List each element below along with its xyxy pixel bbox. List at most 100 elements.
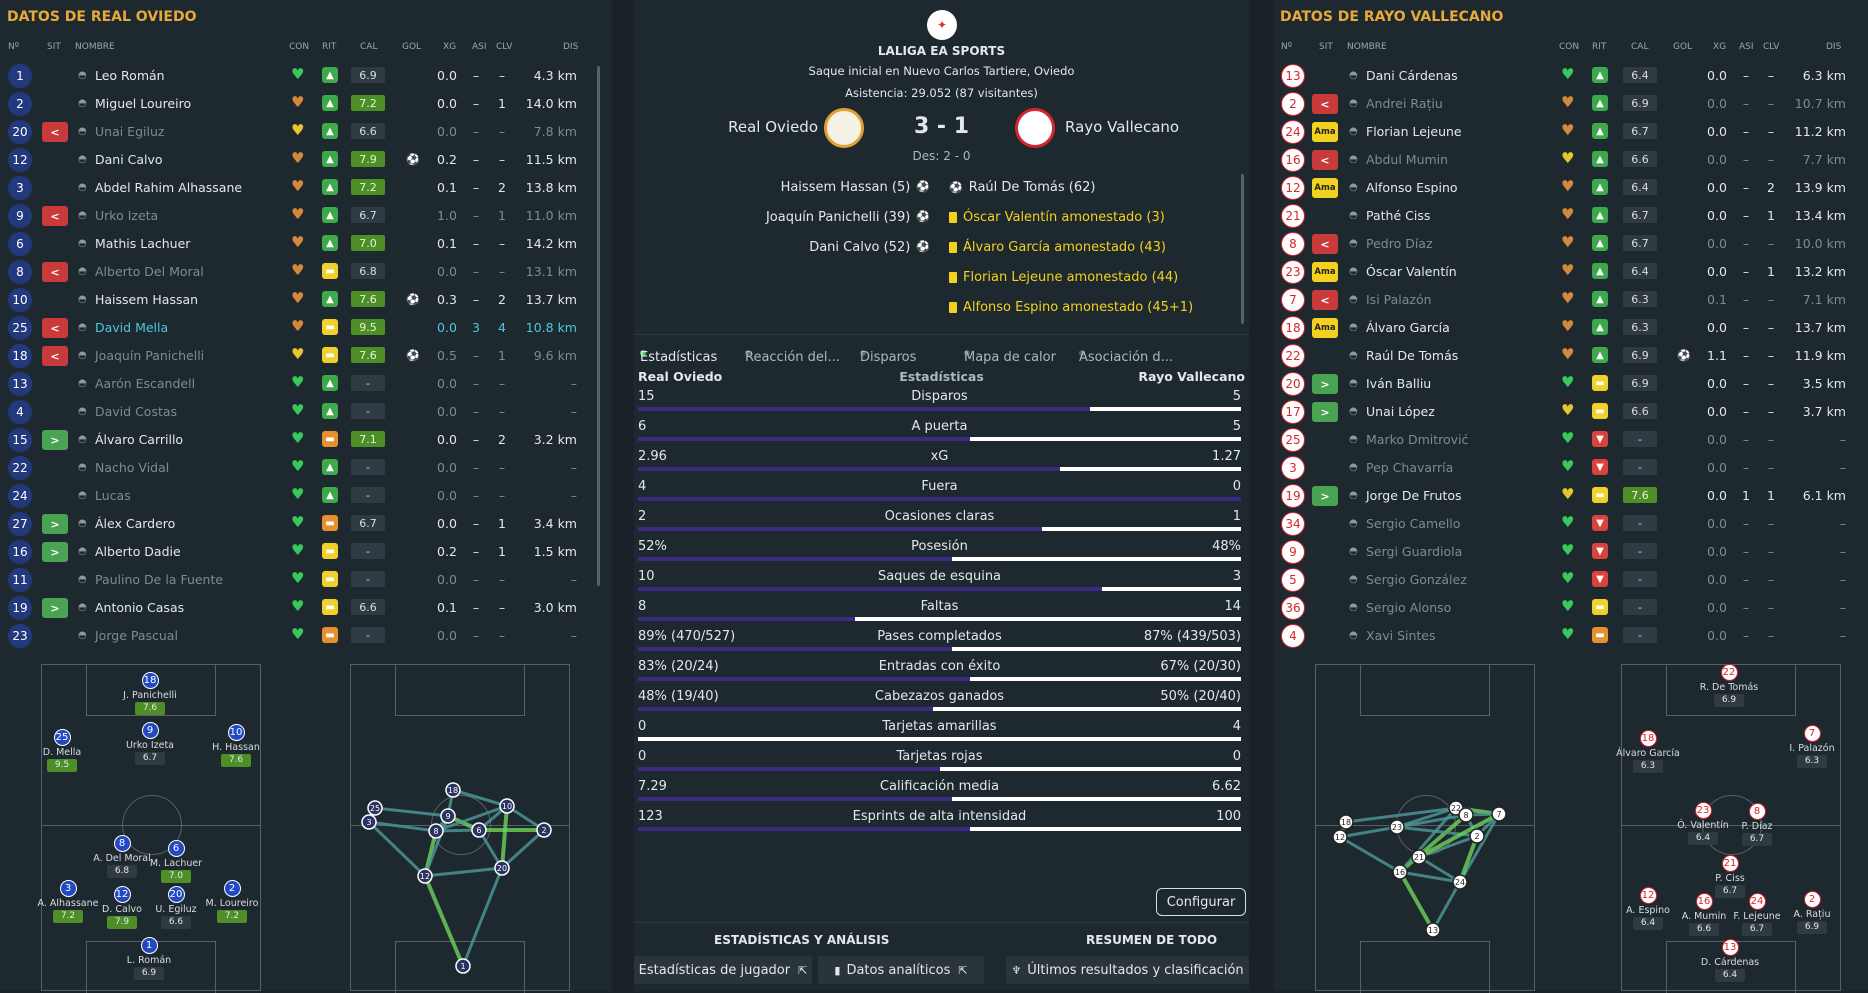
player-name[interactable]: Pedro Díaz (1366, 236, 1433, 251)
away-event[interactable]: Óscar Valentín amonestado (3) (949, 210, 1165, 225)
player-stats-button[interactable]: Estadísticas de jugador ⇱ (634, 956, 812, 984)
away-team-name[interactable]: Rayo Vallecano (1065, 118, 1180, 136)
player-name[interactable]: David Mella (95, 320, 169, 335)
away-event[interactable]: Álvaro García amonestado (43) (949, 240, 1166, 255)
player-name[interactable]: Iván Balliu (1366, 376, 1432, 391)
formation-player[interactable]: 23 Ó. Valentín 6.4 (1668, 802, 1738, 845)
table-row[interactable]: 3 ◓ Pep Chavarría ♥ ▼ -0.0– – – (1273, 454, 1851, 482)
table-row[interactable]: 34 ◓ Sergio Camello ♥ ▼ -0.0– – – (1273, 510, 1851, 538)
player-name[interactable]: Mathis Lachuer (95, 236, 191, 251)
table-row[interactable]: 13 ◓ Aarón Escandell ♥ ▲ -0.0– – – (0, 370, 595, 398)
analytics-button[interactable]: ▮ Datos analíticos ⇱ (818, 956, 984, 984)
player-name[interactable]: Dani Cárdenas (1366, 68, 1458, 83)
table-row[interactable]: 3 ◓ Abdel Rahim Alhassane ♥ ▲ 7.2 0.1– 2 13.8 km (0, 174, 595, 202)
formation-player[interactable]: 1 L. Román 6.9 (114, 937, 184, 980)
formation-player[interactable]: 13 D. Cárdenas 6.4 (1695, 939, 1765, 982)
player-name[interactable]: Antonio Casas (95, 600, 185, 615)
col-header[interactable]: SIT (47, 42, 61, 52)
player-name[interactable]: Abdul Mumin (1366, 152, 1449, 167)
player-name[interactable]: Alberto Del Moral (95, 264, 204, 279)
player-name[interactable]: David Costas (95, 404, 178, 419)
network-node[interactable]: 12 (1332, 829, 1348, 845)
player-name[interactable]: Lucas (95, 488, 131, 503)
network-node[interactable]: 8 (1458, 807, 1474, 823)
table-row[interactable]: 4 ◓ David Costas ♥ ▲ -0.0– – – (0, 398, 595, 426)
col-header[interactable]: NOMBRE (75, 42, 115, 52)
player-name[interactable]: Marko Dmitrović (1366, 432, 1469, 447)
player-name[interactable]: Nacho Vidal (95, 460, 170, 475)
formation-player[interactable]: 2 M. Loureiro 7.2 (197, 880, 267, 923)
formation-player[interactable]: 7 I. Palazón 6.3 (1777, 725, 1847, 768)
table-row[interactable]: 16 < ◓ Abdul Mumin ♥ ▲ 6.6 0.0– –7.7 km (1273, 146, 1851, 174)
table-row[interactable]: 16 > ◓ Alberto Dadie ♥ ▬ - 0.2– 1 1.5 km (0, 538, 595, 566)
col-header[interactable]: CLV (496, 42, 513, 52)
network-node[interactable]: 2 (536, 822, 552, 838)
table-row[interactable]: 7 < ◓ Isi Palazón ♥ ▲ 6.3 0.1– –7.1 km (1273, 286, 1851, 314)
network-node[interactable]: 23 (1389, 819, 1405, 835)
formation-player[interactable]: 6 M. Lachuer 7.0 (141, 840, 211, 883)
network-node[interactable]: 16 (1392, 864, 1408, 880)
away-event[interactable]: ⚽ Raúl De Tomás (62) (949, 180, 1095, 195)
col-header[interactable]: ASI (1739, 42, 1754, 52)
network-node[interactable]: 3 (361, 814, 377, 830)
table-row[interactable]: 11 ◓ Paulino De la Fuente ♥ ▬ -0.0– – – (0, 566, 595, 594)
network-node[interactable]: 20 (494, 860, 510, 876)
formation-player[interactable]: 2 A. Rațiu 6.9 (1777, 891, 1847, 934)
table-row[interactable]: 8 < ◓ Pedro Díaz ♥ ▲ 6.7 0.0– –10.0 km (1273, 230, 1851, 258)
col-header[interactable]: NOMBRE (1347, 42, 1387, 52)
table-row[interactable]: 23 Ama ◓ Óscar Valentín ♥ ▲ 6.4 0.0– 1 13.2 km (1273, 258, 1851, 286)
table-row[interactable]: 20 > ◓ Iván Balliu ♥ ▬ 6.9 0.0– –3.5 km (1273, 370, 1851, 398)
formation-player[interactable]: 10 H. Hassan 7.6 (201, 724, 271, 767)
away-event[interactable]: Florian Lejeune amonestado (44) (949, 270, 1178, 285)
table-row[interactable]: 5 ◓ Sergio González ♥ ▼ -0.0– – – (1273, 566, 1851, 594)
home-event[interactable]: Dani Calvo (52) ⚽ (809, 240, 930, 255)
player-name[interactable]: Abdel Rahim Alhassane (95, 180, 243, 195)
player-name[interactable]: Sergi Guardiola (1366, 544, 1463, 559)
table-row[interactable]: 9 ◓ Sergi Guardiola ♥ ▼ -0.0– – – (1273, 538, 1851, 566)
player-name[interactable]: Unai Egiluz (95, 124, 165, 139)
home-team-name[interactable]: Real Oviedo (728, 118, 818, 136)
table-row[interactable]: 6 ◓ Mathis Lachuer ♥ ▲ 7.0 0.1– –14.2 km (0, 230, 595, 258)
network-node[interactable]: 18 (1338, 814, 1354, 830)
formation-player[interactable]: 8 P. Díaz 6.7 (1722, 803, 1792, 846)
col-header[interactable]: GOL (1673, 42, 1693, 52)
col-header[interactable]: Nº (1281, 42, 1292, 52)
col-header[interactable]: CON (1559, 42, 1580, 52)
formation-player[interactable]: 8 A. Del Moral 6.8 (87, 835, 157, 878)
col-header[interactable]: Nº (8, 42, 19, 52)
player-name[interactable]: Miguel Loureiro (95, 96, 192, 111)
network-node[interactable]: 13 (1425, 922, 1441, 938)
player-name[interactable]: Unai López (1366, 404, 1435, 419)
player-name[interactable]: Alfonso Espino (1366, 180, 1458, 195)
table-row[interactable]: 19 > ◓ Antonio Casas ♥ ▬ 6.6 0.1– –3.0 km (0, 594, 595, 622)
formation-player[interactable]: 24 F. Lejeune 6.7 (1722, 893, 1792, 936)
table-row[interactable]: 24 ◓ Lucas ♥ ▲ -0.0– – – (0, 482, 595, 510)
player-name[interactable]: Álvaro García (1366, 320, 1450, 335)
col-header[interactable]: DIS (1826, 42, 1842, 52)
table-row[interactable]: 17 > ◓ Unai López ♥ ▬ 6.6 0.0– –3.7 km (1273, 398, 1851, 426)
network-node[interactable]: 12 (417, 868, 433, 884)
network-node[interactable]: 10 (499, 798, 515, 814)
formation-player[interactable]: 16 A. Mumin 6.6 (1669, 893, 1739, 936)
col-header[interactable]: SIT (1319, 42, 1333, 52)
player-name[interactable]: Urko Izeta (95, 208, 159, 223)
player-name[interactable]: Alberto Dadie (95, 544, 181, 559)
table-row[interactable]: 20 < ◓ Unai Egiluz ♥ ▲ 6.6 0.0– –7.8 km (0, 118, 595, 146)
network-node[interactable]: 18 (445, 782, 461, 798)
table-row[interactable]: 23 ◓ Jorge Pascual ♥ ▬ -0.0– – – (0, 622, 595, 650)
table-row[interactable]: 12 Ama ◓ Alfonso Espino ♥ ▲ 6.4 0.0– 2 13.9 km (1273, 174, 1851, 202)
formation-player[interactable]: 18 Álvaro García 6.3 (1613, 730, 1683, 773)
configure-button[interactable]: Configurar (1156, 888, 1246, 916)
network-node[interactable]: 6 (471, 822, 487, 838)
player-name[interactable]: Leo Román (95, 68, 165, 83)
results-button[interactable]: ♆ Últimos resultados y clasificación (1006, 956, 1249, 984)
col-header[interactable]: RIT (1592, 42, 1607, 52)
formation-player[interactable]: 22 R. De Tomás 6.9 (1694, 664, 1764, 707)
network-node[interactable]: 21 (1411, 849, 1427, 865)
player-name[interactable]: Isi Palazón (1366, 292, 1432, 307)
col-header[interactable]: CAL (360, 42, 378, 52)
events-scrollbar[interactable] (1241, 174, 1244, 324)
col-header[interactable]: CAL (1631, 42, 1649, 52)
player-name[interactable]: Óscar Valentín (1366, 264, 1457, 279)
col-header[interactable]: CLV (1763, 42, 1780, 52)
